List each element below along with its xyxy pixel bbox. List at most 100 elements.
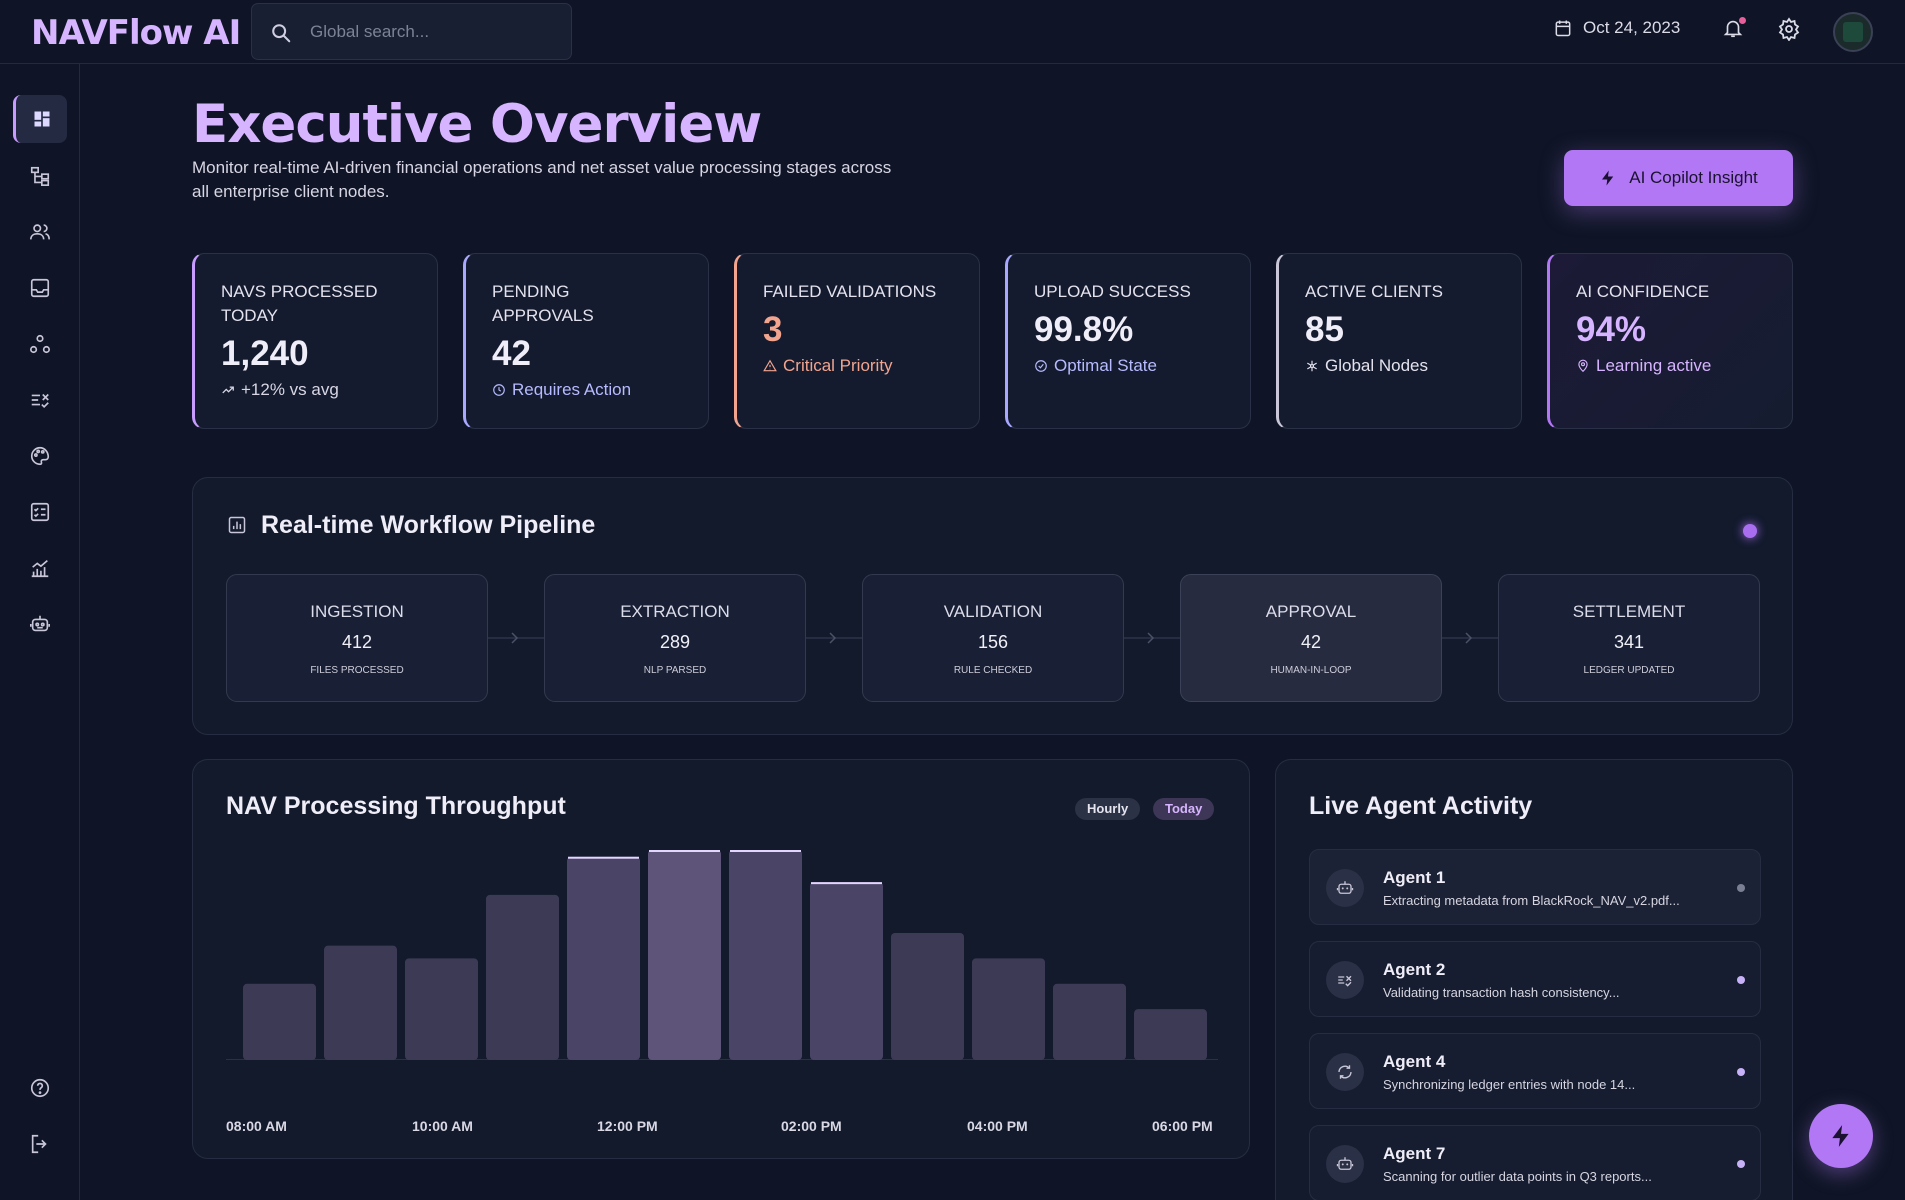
- agent-avatar: [1326, 1053, 1364, 1091]
- throughput-bar[interactable]: [729, 850, 802, 1060]
- kpi-card[interactable]: AI CONFIDENCE 94% Learning active: [1547, 253, 1793, 429]
- sidebar-item-nodes[interactable]: [13, 320, 67, 368]
- pipeline-arrow-icon: [488, 632, 544, 644]
- stage-value: 289: [659, 632, 691, 652]
- calendar-icon: [1555, 20, 1571, 37]
- throughput-bar[interactable]: [486, 894, 559, 1060]
- kpi-card[interactable]: PENDING APPROVALS 42 Requires Action: [463, 253, 709, 429]
- stage-value: 42: [1300, 632, 1322, 652]
- x-tick-label: 08:00 AM: [226, 1118, 287, 1134]
- ai-copilot-label: AI Copilot Insight: [1629, 168, 1758, 187]
- kpi-label: NAVS PROCESSED TODAY: [221, 282, 378, 325]
- bolt-icon: [1602, 170, 1614, 186]
- agent-status-dot: [1737, 1068, 1745, 1076]
- stage-desc: LEDGER UPDATED: [1583, 665, 1675, 676]
- agent-name: Agent 1: [1383, 868, 1446, 887]
- notifications-button[interactable]: [1722, 16, 1746, 45]
- global-search[interactable]: [251, 3, 572, 60]
- users-icon: [30, 224, 50, 240]
- agent-name: Agent 7: [1383, 1144, 1446, 1163]
- throughput-bar[interactable]: [810, 882, 883, 1060]
- top-bar: NAVFlow AI Oct 24, 2023: [0, 0, 1905, 64]
- agent-avatar: [1326, 869, 1364, 907]
- page-subtitle: Monitor real-time AI-driven financial op…: [192, 158, 892, 201]
- agent-item[interactable]: Agent 4 Synchronizing ledger entries with…: [1309, 1033, 1761, 1109]
- throughput-bar[interactable]: [891, 932, 964, 1060]
- kpi-value: 99.8%: [1034, 310, 1134, 349]
- throughput-bar[interactable]: [648, 850, 721, 1060]
- validation-icon: [31, 393, 49, 409]
- sidebar-item-robot[interactable]: [13, 600, 67, 648]
- toggle-hourly[interactable]: Hourly: [1075, 798, 1141, 820]
- sidebar-item-analytics[interactable]: [13, 544, 67, 592]
- sidebar-item-validation[interactable]: [13, 376, 67, 424]
- checklist-icon: [30, 502, 50, 522]
- throughput-plot: [226, 850, 1218, 1060]
- stage-desc: FILES PROCESSED: [310, 665, 404, 676]
- x-tick-label: 02:00 PM: [781, 1118, 842, 1134]
- kpi-subtext-label: Optimal State: [1054, 356, 1157, 375]
- agent-item[interactable]: Agent 2 Validating transaction hash consi…: [1309, 941, 1761, 1017]
- bar-top-highlight: [568, 856, 639, 859]
- search-input[interactable]: [310, 4, 560, 59]
- sidebar-item-inbox[interactable]: [13, 264, 67, 312]
- agents-title: Live Agent Activity: [1309, 792, 1533, 820]
- toggle-today[interactable]: Today: [1153, 798, 1215, 820]
- kpi-card[interactable]: ACTIVE CLIENTS 85 Global Nodes: [1276, 253, 1522, 429]
- pipeline-stage[interactable]: INGESTION 412 FILES PROCESSED: [226, 574, 488, 702]
- kpi-subtext: Global Nodes: [1305, 356, 1521, 376]
- agent-name: Agent 4: [1383, 1052, 1446, 1071]
- agent-item[interactable]: Agent 1 Extracting metadata from BlackRoc…: [1309, 849, 1761, 925]
- sidebar-item-checklist[interactable]: [13, 488, 67, 536]
- agent-avatar: [1326, 1145, 1364, 1183]
- kpi-subtext: Optimal State: [1034, 356, 1250, 376]
- kpi-card[interactable]: NAVS PROCESSED TODAY 1,240 +12% vs avg: [192, 253, 438, 429]
- kpi-label: UPLOAD SUCCESS: [1034, 282, 1191, 301]
- pipeline-stage[interactable]: SETTLEMENT 341 LEDGER UPDATED: [1498, 574, 1760, 702]
- agent-item[interactable]: Agent 7 Scanning for outlier data points …: [1309, 1125, 1761, 1200]
- kpi-subtext-label: Global Nodes: [1325, 356, 1429, 375]
- kpi-card[interactable]: FAILED VALIDATIONS 3 Critical Priority: [734, 253, 980, 429]
- sidebar-item-logout[interactable]: [13, 1120, 67, 1168]
- app-logo[interactable]: NAVFlow AI: [31, 13, 241, 53]
- throughput-bar[interactable]: [243, 983, 316, 1060]
- throughput-bar[interactable]: [324, 945, 397, 1060]
- kpi-card[interactable]: UPLOAD SUCCESS 99.8% Optimal State: [1005, 253, 1251, 429]
- kpi-value: 1,240: [221, 334, 309, 373]
- avatar[interactable]: [1833, 12, 1873, 52]
- stage-name: VALIDATION: [943, 602, 1043, 621]
- stage-desc: NLP PARSED: [643, 665, 707, 676]
- throughput-bar[interactable]: [972, 958, 1045, 1060]
- settings-button[interactable]: [1777, 17, 1801, 46]
- ai-assistant-fab[interactable]: [1809, 1104, 1873, 1168]
- logout-icon: [31, 1134, 47, 1154]
- pipeline-stage[interactable]: EXTRACTION 289 NLP PARSED: [544, 574, 806, 702]
- kpi-value: 85: [1305, 310, 1344, 349]
- x-tick-label: 12:00 PM: [597, 1118, 658, 1134]
- throughput-bar[interactable]: [567, 856, 640, 1060]
- sidebar-item-workflow[interactable]: [13, 152, 67, 200]
- ai-copilot-button[interactable]: AI Copilot Insight: [1564, 150, 1793, 206]
- throughput-bar[interactable]: [405, 958, 478, 1060]
- bar-top-highlight: [730, 850, 801, 852]
- notification-dot: [1739, 17, 1746, 24]
- sidebar-item-dashboard[interactable]: [13, 95, 67, 143]
- date-display[interactable]: Oct 24, 2023: [1553, 18, 1680, 38]
- palette-icon: [31, 446, 50, 466]
- brain-icon: [1578, 359, 1588, 373]
- kpi-value: 3: [763, 310, 783, 349]
- pipeline-stage[interactable]: VALIDATION 156 RULE CHECKED: [862, 574, 1124, 702]
- agent-status-dot: [1737, 1160, 1745, 1168]
- stage-desc: RULE CHECKED: [953, 665, 1033, 676]
- kpi-label: AI CONFIDENCE: [1576, 282, 1710, 301]
- sidebar-item-help[interactable]: [13, 1064, 67, 1112]
- throughput-bar[interactable]: [1134, 1009, 1207, 1060]
- sidebar-item-palette[interactable]: [13, 432, 67, 480]
- pipeline-stage[interactable]: APPROVAL 42 HUMAN-IN-LOOP: [1180, 574, 1442, 702]
- throughput-bar[interactable]: [1053, 983, 1126, 1060]
- clock-icon: [493, 384, 505, 396]
- robot-icon: [1336, 881, 1354, 894]
- sidebar-item-users[interactable]: [13, 208, 67, 256]
- pipeline-arrow-icon: [806, 632, 862, 644]
- gear-icon: [1778, 17, 1800, 42]
